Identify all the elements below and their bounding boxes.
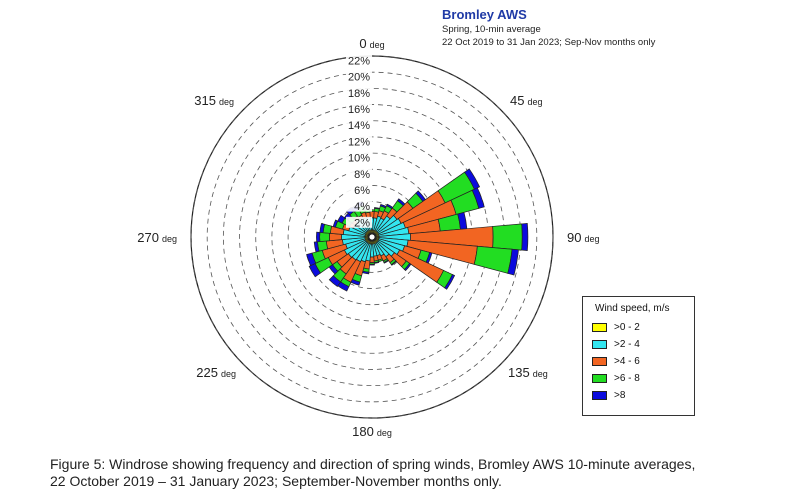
legend-label: >8 xyxy=(614,390,626,401)
radial-tick-label: 18% xyxy=(348,88,370,100)
legend-label: >6 - 8 xyxy=(614,373,640,384)
legend-swatch xyxy=(592,340,607,349)
legend-item: >8 xyxy=(592,389,625,402)
legend-swatch xyxy=(592,374,607,383)
legend-label: >0 - 2 xyxy=(614,322,640,333)
legend-item: >6 - 8 xyxy=(592,372,640,385)
tick-label-bg xyxy=(346,216,372,228)
rose-segment xyxy=(521,223,529,251)
direction-label: 135 deg xyxy=(508,365,548,380)
direction-label: 90 deg xyxy=(567,230,600,245)
legend-label: >2 - 4 xyxy=(614,339,640,350)
tick-label-bg xyxy=(346,87,372,99)
rose-segment xyxy=(319,223,325,234)
caption-line: 22 October 2019 – 31 January 2023; Septe… xyxy=(50,473,502,489)
direction-label: 270 deg xyxy=(137,230,177,245)
grid-ring xyxy=(190,55,554,419)
radial-tick-label: 10% xyxy=(348,153,370,165)
legend-item: >0 - 2 xyxy=(592,321,640,334)
rose-segment xyxy=(444,274,456,290)
rose-segment xyxy=(390,260,397,266)
chart-period: 22 Oct 2019 to 31 Jan 2023; Sep-Nov mont… xyxy=(442,37,656,48)
legend-swatch xyxy=(592,323,607,332)
radial-tick-label: 8% xyxy=(354,169,370,181)
radial-tick-label: 14% xyxy=(348,120,370,132)
rose-segment xyxy=(471,187,485,209)
tick-label-bg xyxy=(346,168,372,180)
tick-label-bg xyxy=(346,184,372,196)
tick-label-bg xyxy=(346,55,372,66)
legend-swatch xyxy=(592,391,607,400)
radial-tick-label: 2% xyxy=(354,217,370,229)
rose-segment xyxy=(319,232,330,242)
tick-label-bg xyxy=(346,152,372,164)
radial-tick-label: 20% xyxy=(348,72,370,84)
radial-tick-label: 16% xyxy=(348,104,370,116)
tick-label-bg xyxy=(346,71,372,83)
rose-segment xyxy=(369,263,375,266)
rose-segment xyxy=(403,262,412,272)
rose-segment xyxy=(383,259,390,264)
radial-tick-label: 6% xyxy=(354,185,370,197)
radial-tick-label: 12% xyxy=(348,136,370,148)
direction-label: 180 deg xyxy=(352,424,392,439)
legend-item: >2 - 4 xyxy=(592,338,640,351)
chart-subtitle: Spring, 10-min average xyxy=(442,24,541,35)
radial-tick-label: 22% xyxy=(348,56,370,68)
speed-legend: Wind speed, m/s >0 - 2 >2 - 4 >4 - 6 >6 … xyxy=(582,296,695,416)
direction-label: 45 deg xyxy=(510,93,543,108)
legend-item: >4 - 6 xyxy=(592,355,640,368)
tick-label-bg xyxy=(346,200,372,212)
figure-caption: Figure 5: Windrose showing frequency and… xyxy=(50,456,790,490)
radial-tick-label: 4% xyxy=(354,201,370,213)
legend-label: >4 - 6 xyxy=(614,356,640,367)
chart-title: Bromley AWS xyxy=(442,7,527,22)
direction-label: 225 deg xyxy=(196,365,236,380)
direction-label: 0 deg xyxy=(359,36,384,51)
tick-label-bg xyxy=(346,103,372,115)
direction-label: 315 deg xyxy=(194,93,234,108)
rose-segment xyxy=(328,275,342,288)
rose-segment xyxy=(492,223,523,251)
rose-segment xyxy=(306,252,317,267)
rose-segment xyxy=(507,248,519,276)
legend-swatch xyxy=(592,357,607,366)
rose-segment xyxy=(473,245,513,274)
caption-line: Figure 5: Windrose showing frequency and… xyxy=(50,456,696,472)
rose-segment xyxy=(316,231,321,243)
tick-label-bg xyxy=(346,135,372,147)
tick-label-bg xyxy=(346,119,372,131)
legend-title: Wind speed, m/s xyxy=(595,303,670,314)
